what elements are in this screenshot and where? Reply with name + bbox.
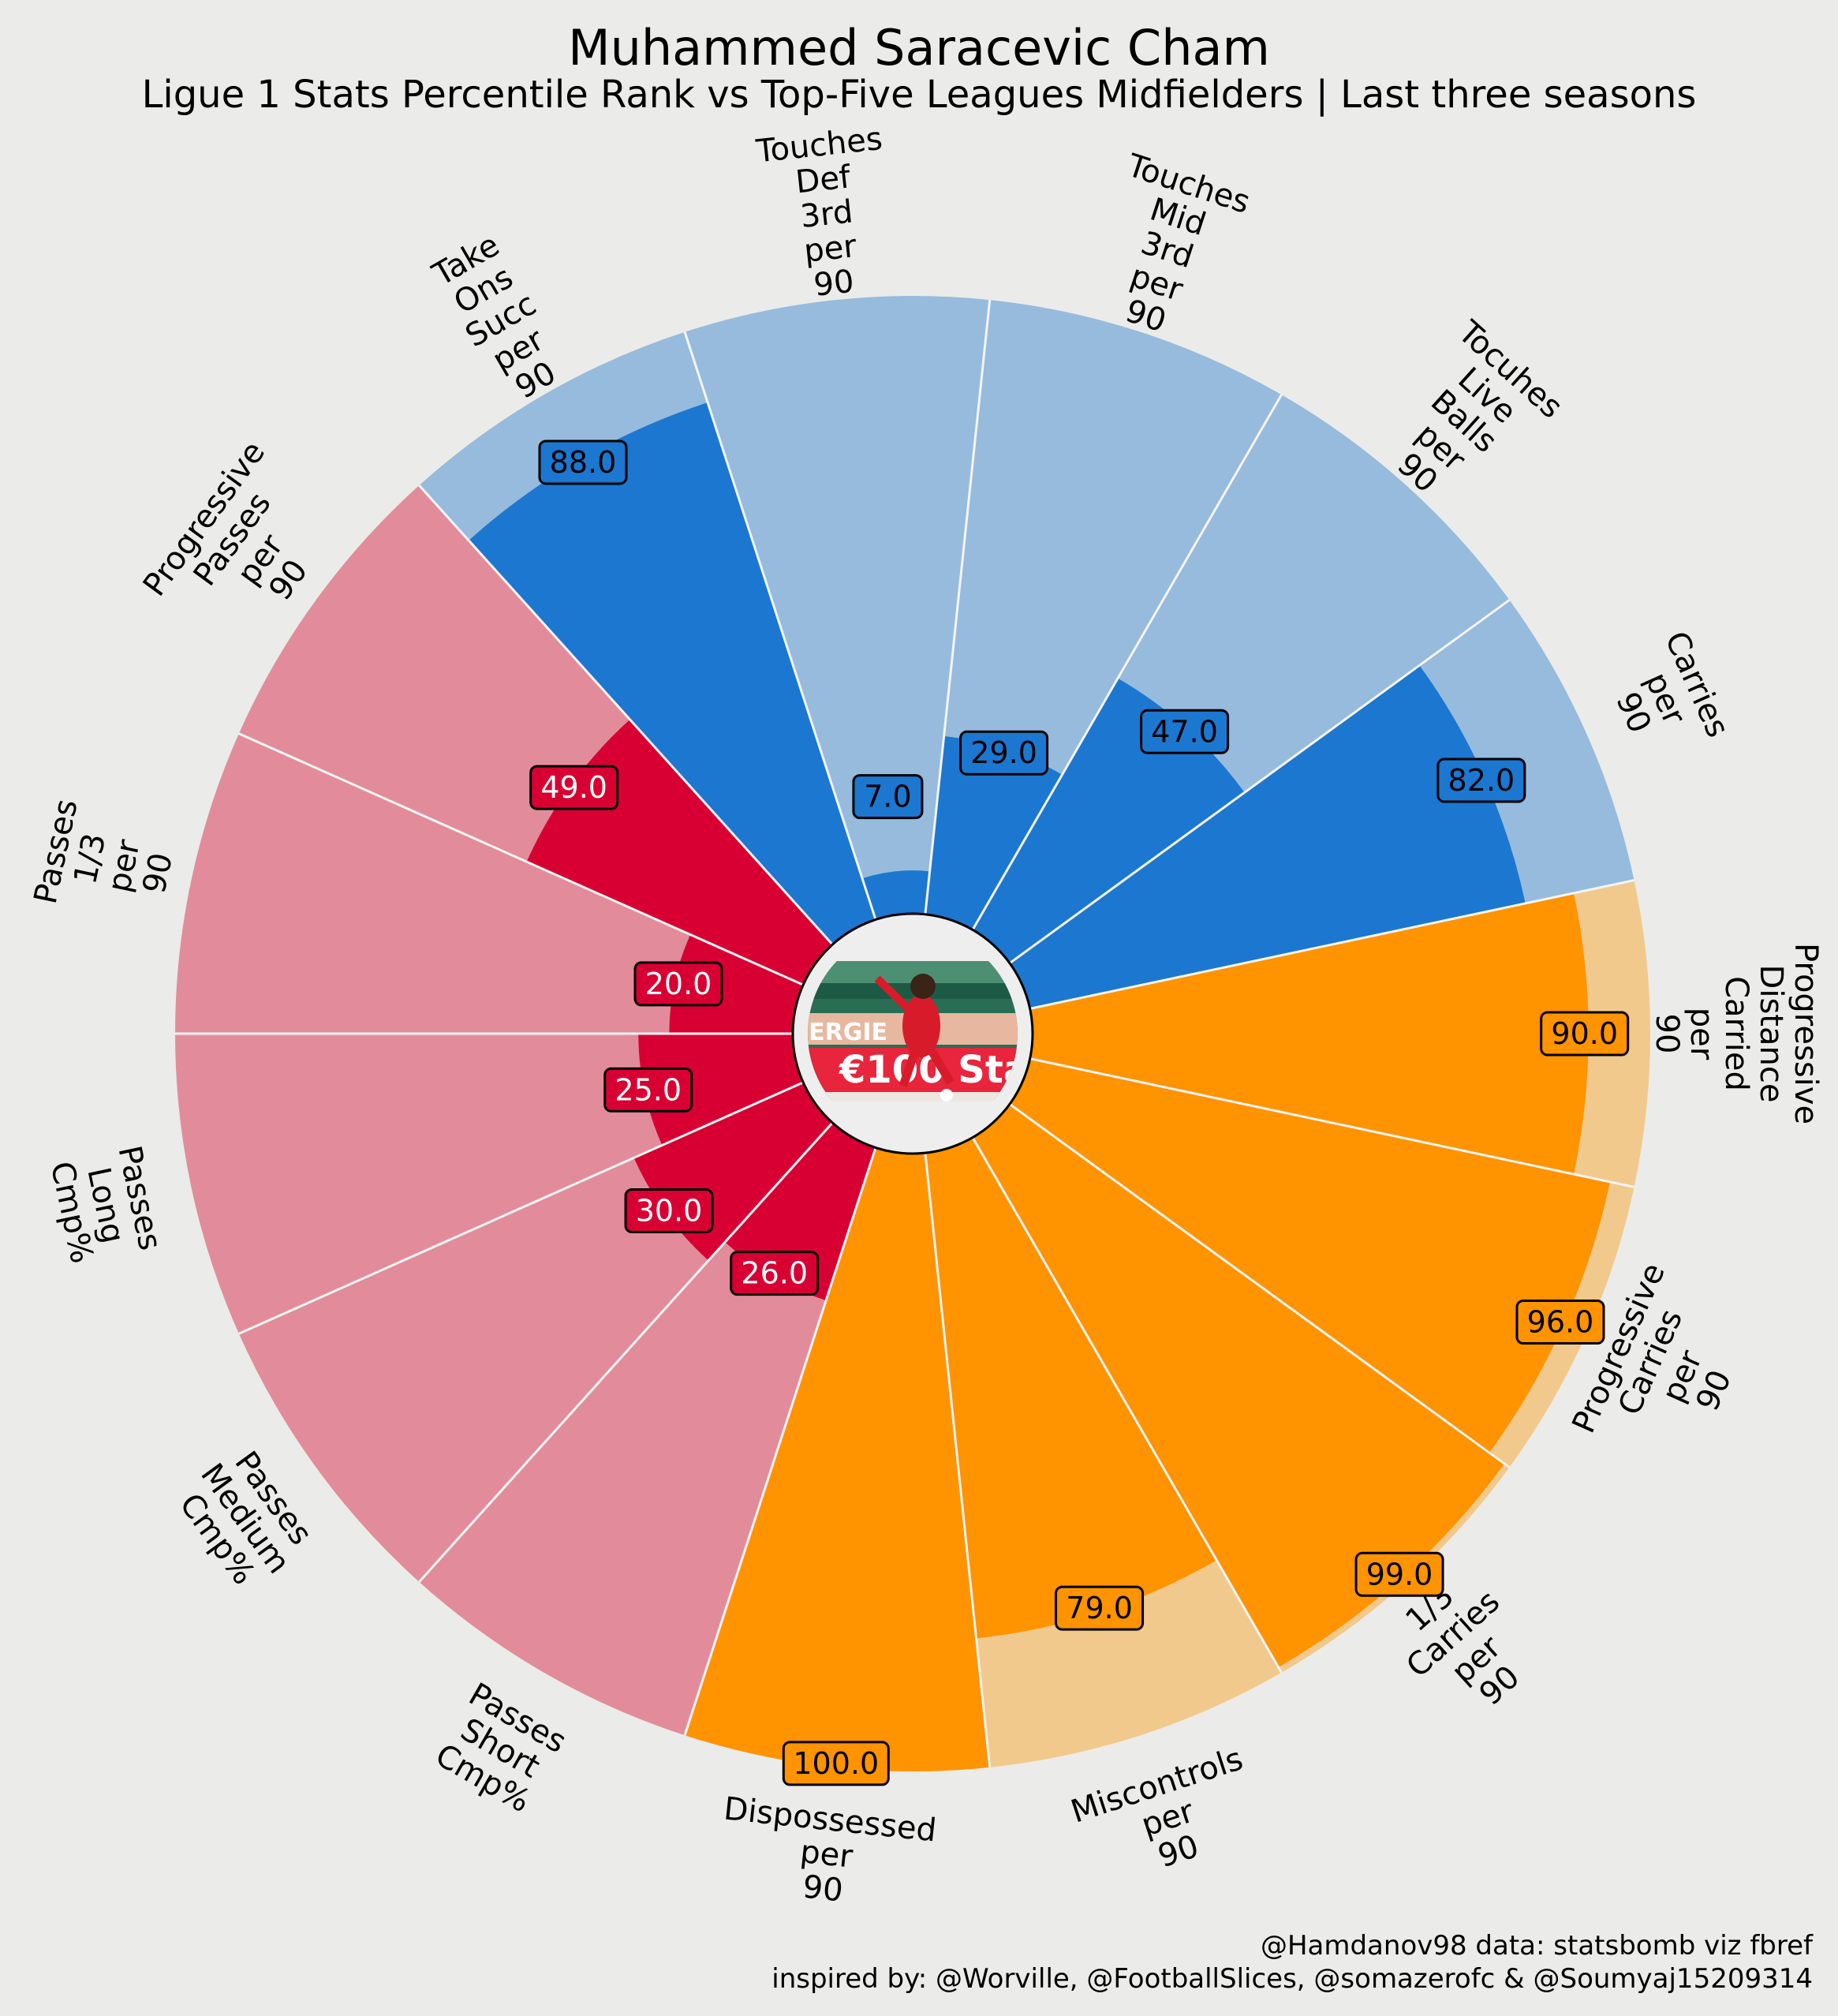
value-label: 47.0 (1140, 709, 1230, 754)
value-label: 90.0 (1540, 1011, 1630, 1057)
value-label: 25.0 (603, 1067, 693, 1113)
value-label: 79.0 (1055, 1585, 1145, 1631)
chart-subtitle: Ligue 1 Stats Percentile Rank vs Top-Fiv… (141, 73, 1697, 117)
value-label: 20.0 (633, 961, 723, 1007)
value-label: 49.0 (529, 765, 619, 810)
sign-text: NERGIE (789, 1019, 887, 1046)
slice-value (973, 1104, 1505, 1667)
slice-divider (238, 1081, 804, 1335)
category-label-line: per (798, 1834, 854, 1876)
category-label-line: per (1683, 1008, 1720, 1060)
category-label-line: 90 (136, 850, 181, 896)
svg-text:79.0: 79.0 (1066, 1591, 1133, 1625)
category-label-line: 3rd (798, 193, 854, 235)
value-label: 82.0 (1436, 757, 1526, 803)
slice-divider (971, 1136, 1283, 1674)
slice-divider (418, 484, 834, 946)
svg-text:25.0: 25.0 (615, 1072, 682, 1107)
svg-text:96.0: 96.0 (1527, 1305, 1594, 1340)
svg-text:7.0: 7.0 (864, 780, 911, 814)
slice-divider (1029, 879, 1634, 1010)
player-photo: NERGIE €100 Sta (789, 961, 1018, 1102)
category-label-line: Distance (1753, 965, 1789, 1103)
svg-text:20.0: 20.0 (645, 967, 712, 1001)
credit-line-1: @Hamdanov98 data: statsbomb viz fbref (1260, 1930, 1813, 1962)
slice-value (862, 870, 930, 920)
svg-text:99.0: 99.0 (1366, 1557, 1433, 1591)
slice-divider (924, 299, 992, 914)
value-label: 26.0 (730, 1251, 820, 1296)
svg-text:82.0: 82.0 (1448, 763, 1515, 798)
slice-dividers (175, 299, 1634, 1768)
category-label-line: Progressive (1788, 943, 1824, 1124)
slice-value (925, 1137, 1217, 1639)
slice-value (1009, 665, 1526, 1009)
slice-divider (1029, 1057, 1634, 1188)
svg-text:30.0: 30.0 (636, 1193, 703, 1228)
chart-title: Muhammed Saracevic Cham (568, 19, 1270, 77)
slice-divider (1009, 599, 1511, 964)
category-label-line: Carried (1718, 976, 1754, 1091)
slice-value (925, 736, 1063, 930)
svg-text:47.0: 47.0 (1151, 714, 1218, 749)
value-label: 88.0 (538, 439, 628, 485)
category-label-line: 90 (1649, 1014, 1685, 1054)
svg-text:90.0: 90.0 (1551, 1016, 1618, 1051)
value-label: 99.0 (1354, 1551, 1444, 1597)
svg-text:88.0: 88.0 (550, 445, 617, 480)
svg-text:49.0: 49.0 (540, 770, 607, 805)
slice-divider (924, 1153, 992, 1768)
slice-divider (971, 394, 1283, 931)
slice-divider (418, 1121, 834, 1583)
slice-value (469, 402, 876, 945)
credit-line-2: inspired by: @Worville, @FootballSlices,… (771, 1963, 1813, 1995)
value-labels: 82.0 47.0 29.0 7.0 88.0 49.0 20.0 25.0 30.0 26.0 1… (529, 439, 1630, 1786)
slice-divider (683, 1147, 877, 1736)
slice-value (685, 1147, 990, 1771)
value-label: 29.0 (959, 730, 1049, 776)
slice-divider (683, 331, 877, 920)
slice-value (1029, 892, 1589, 1175)
category-label-line: Def (794, 159, 853, 200)
slice-value (638, 1034, 804, 1146)
svg-text:100.0: 100.0 (793, 1746, 879, 1781)
category-label-line: 90 (812, 264, 855, 304)
slice-background (685, 296, 990, 920)
value-label: 7.0 (852, 774, 924, 820)
slice-divider (1009, 1103, 1511, 1468)
value-label: 100.0 (782, 1741, 890, 1786)
value-label: 30.0 (624, 1188, 714, 1233)
value-label: 96.0 (1515, 1300, 1605, 1345)
slice-background (175, 733, 804, 1034)
slice-value (1009, 1058, 1610, 1453)
svg-text:26.0: 26.0 (741, 1256, 808, 1291)
slice-value (669, 934, 804, 1034)
category-label-line: per (802, 228, 858, 270)
svg-text:29.0: 29.0 (970, 735, 1037, 770)
slice-divider (238, 732, 804, 986)
center-image: NERGIE €100 Sta (789, 912, 1034, 1155)
category-label-line: 90 (801, 1868, 844, 1909)
